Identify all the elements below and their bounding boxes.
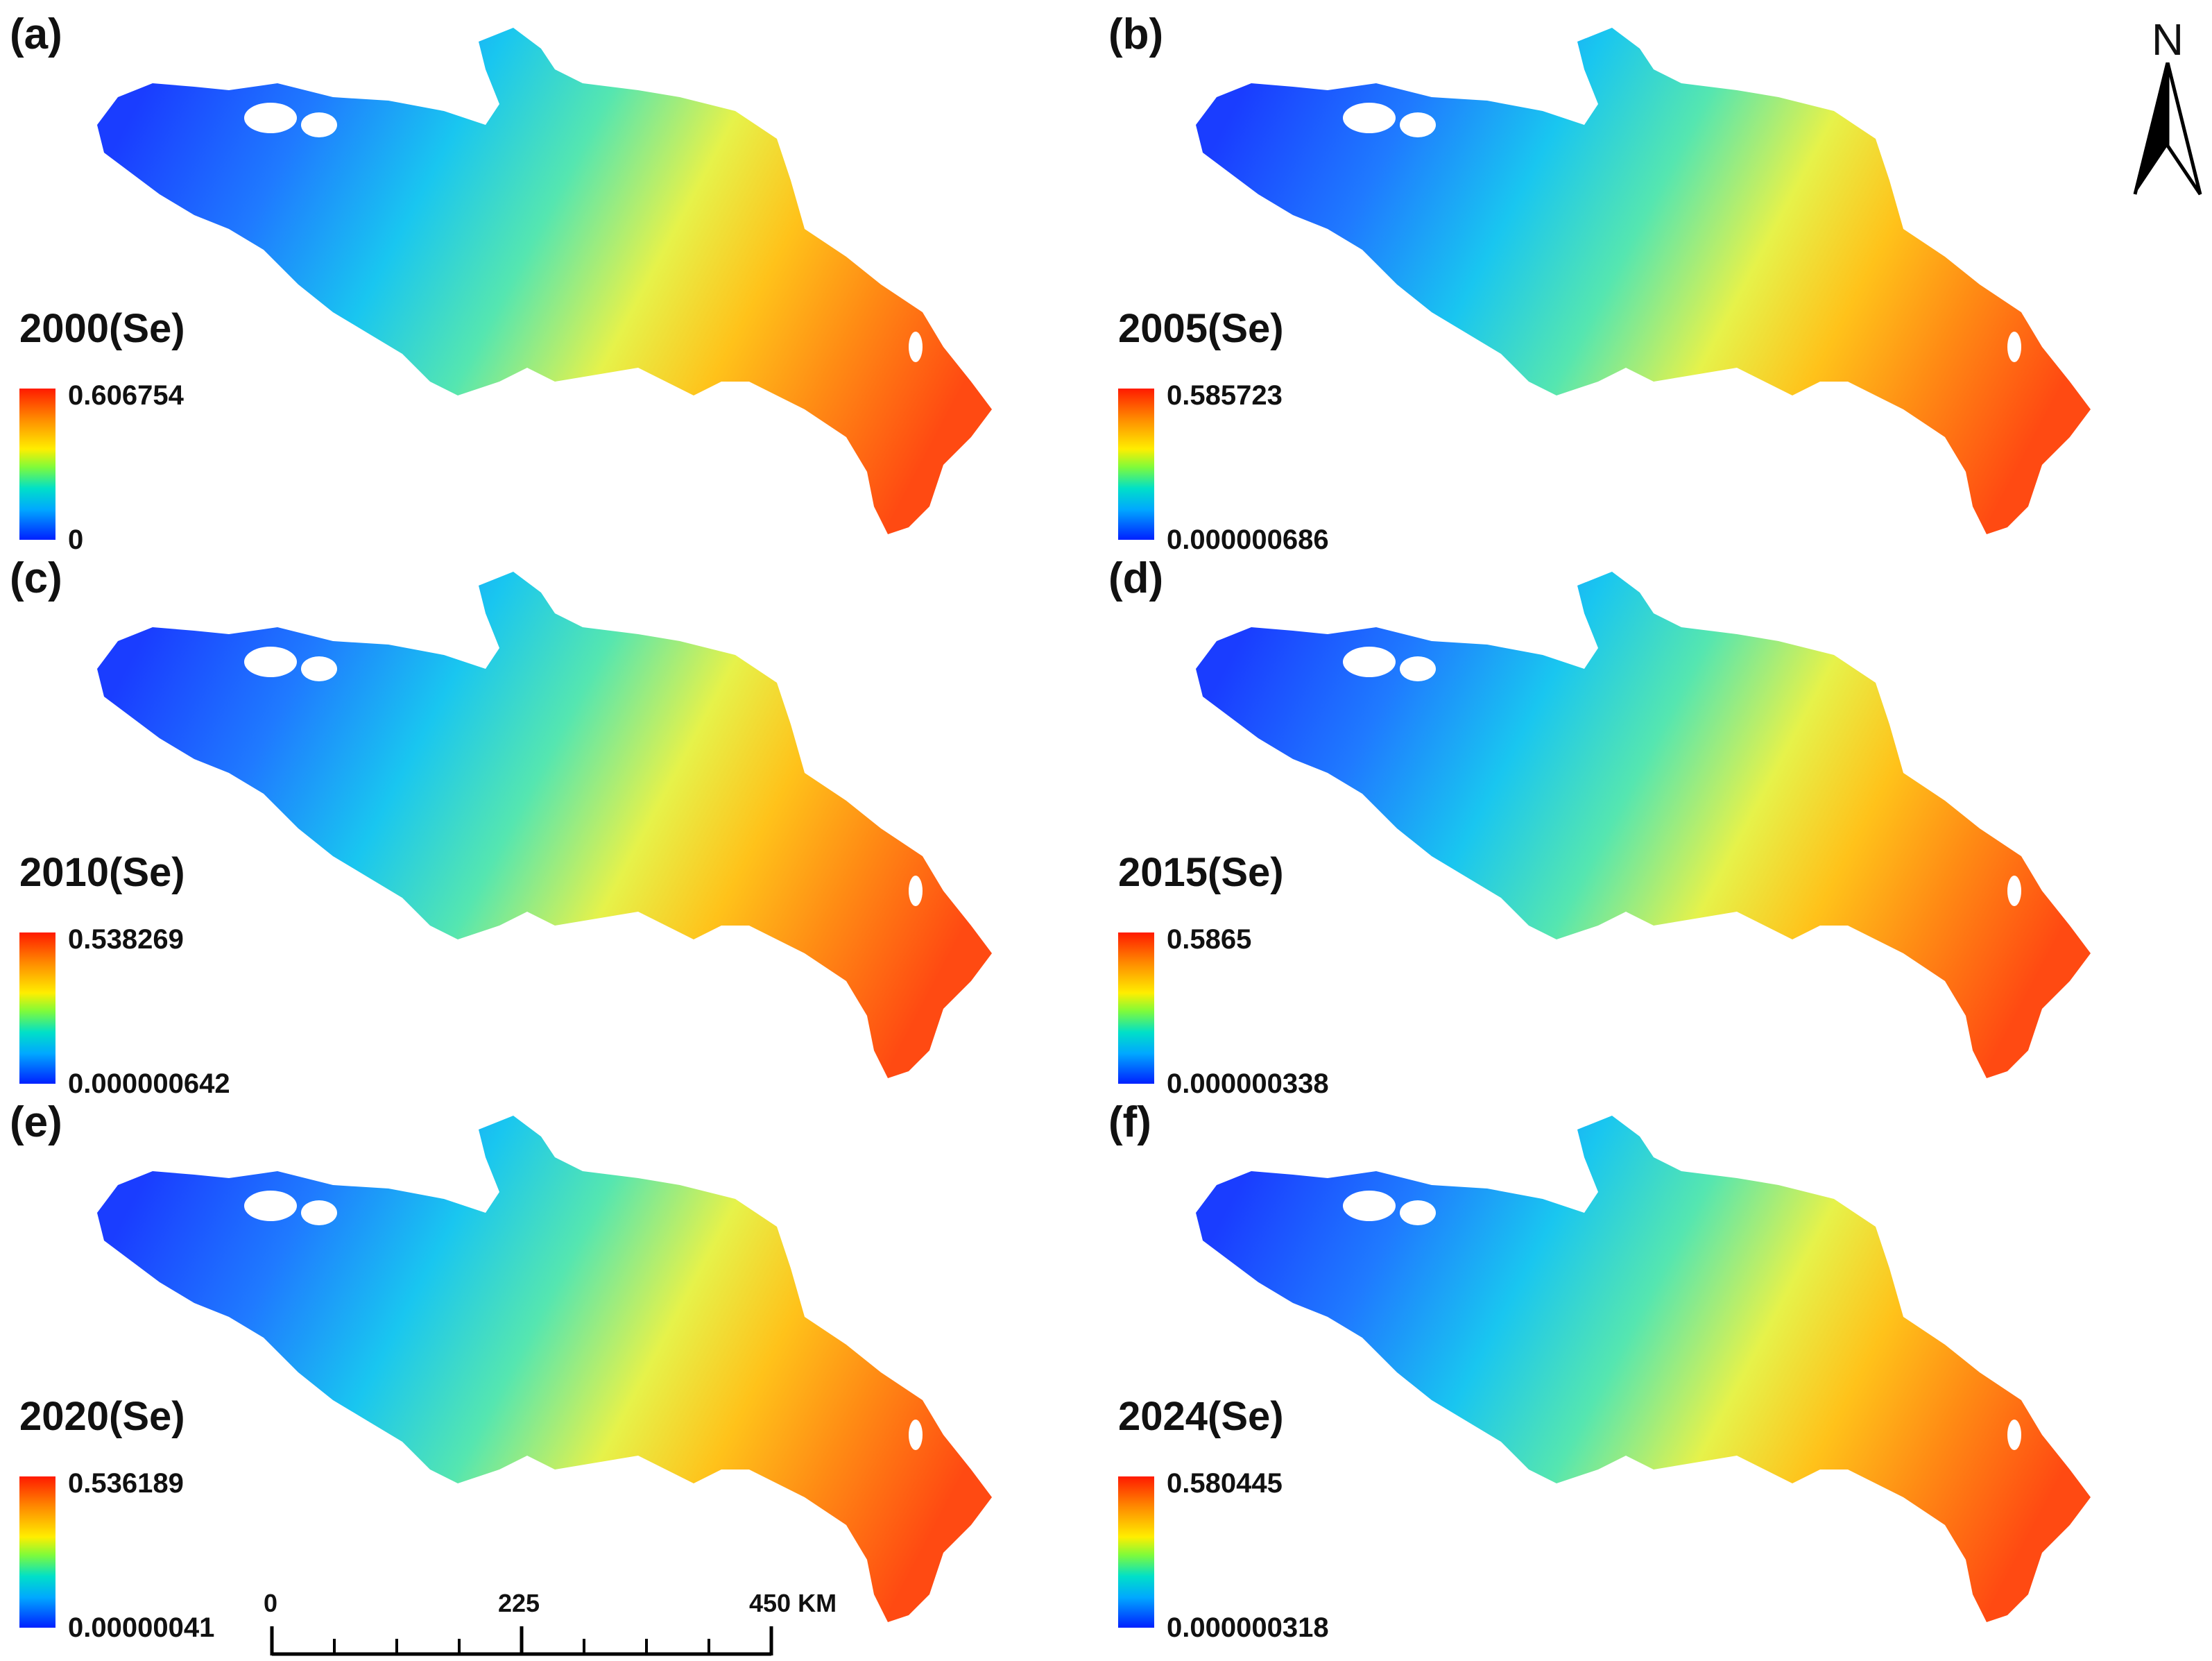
panel-letter: (f) [1108, 1098, 1151, 1146]
map-panel-b: (b) 2005(Se) 0.585723 0.000000686 [1099, 0, 2181, 555]
se-map [1196, 572, 2091, 1078]
map-title: 2000(Se) [19, 306, 185, 351]
no-data-area [301, 1200, 337, 1225]
scale-bar-ticks [270, 1626, 773, 1656]
color-ramp-legend [1118, 1476, 1154, 1628]
panel-letter: (e) [10, 1098, 62, 1146]
no-data-area [909, 876, 923, 906]
color-ramp-legend [1118, 932, 1154, 1084]
color-ramp-legend [19, 1476, 55, 1628]
map-title: 2015(Se) [1118, 850, 1284, 895]
no-data-area [1400, 656, 1436, 681]
map-title: 2005(Se) [1118, 306, 1284, 351]
map-panel-a: (a) 2000(Se) 0.606754 0 [0, 0, 1082, 555]
scale-bar: 0 225 450 KM [264, 1589, 860, 1658]
no-data-area [1400, 112, 1436, 137]
se-map [1196, 28, 2091, 534]
scale-bar-label-mid: 225 [498, 1589, 540, 1617]
legend-min-value: 0 [68, 525, 84, 555]
legend-min-value: 0.000000642 [68, 1068, 230, 1099]
legend-max-value: 0.585723 [1167, 380, 1283, 411]
legend-max-value: 0.538269 [68, 924, 184, 955]
no-data-area [1400, 1200, 1436, 1225]
legend-max-value: 0.580445 [1167, 1468, 1283, 1499]
map-panel-f: (f) 2024(Se) 0.580445 0.000000318 [1099, 1088, 2181, 1643]
map-panel-e: (e) 2020(Se) 0.536189 0.00000041 [0, 1088, 1082, 1643]
no-data-area [2007, 332, 2021, 362]
legend-min-value: 0.000000318 [1167, 1612, 1329, 1643]
legend-max-value: 0.536189 [68, 1468, 184, 1499]
no-data-area [244, 1191, 297, 1221]
study-area-raster [97, 1116, 992, 1622]
no-data-area [909, 332, 923, 362]
legend-min-value: 0.000000686 [1167, 525, 1329, 555]
no-data-area [301, 656, 337, 681]
panel-letter: (c) [10, 554, 62, 602]
no-data-area [244, 647, 297, 677]
panel-letter: (d) [1108, 554, 1164, 602]
study-area-raster [97, 572, 992, 1078]
study-area-raster [1196, 1116, 2091, 1622]
color-ramp-legend [19, 932, 55, 1084]
no-data-area [1343, 103, 1396, 133]
legend-min-value: 0.00000041 [68, 1612, 215, 1643]
se-map [97, 572, 992, 1078]
no-data-area [2007, 876, 2021, 906]
map-title: 2024(Se) [1118, 1394, 1284, 1439]
map-panel-d: (d) 2015(Se) 0.5865 0.000000338 [1099, 544, 2181, 1099]
map-title: 2020(Se) [19, 1394, 185, 1439]
study-area-raster [1196, 28, 2091, 534]
north-arrow-icon [2133, 62, 2202, 196]
se-map [1196, 1116, 2091, 1622]
north-letter: N [2151, 15, 2184, 65]
study-area-raster [1196, 572, 2091, 1078]
map-title: 2010(Se) [19, 850, 185, 895]
no-data-area [1343, 1191, 1396, 1221]
no-data-area [909, 1420, 923, 1450]
panel-letter: (b) [1108, 10, 1164, 58]
no-data-area [1343, 647, 1396, 677]
map-panel-c: (c) 2010(Se) 0.538269 0.000000642 [0, 544, 1082, 1099]
panel-letter: (a) [10, 10, 62, 58]
study-area-raster [97, 28, 992, 534]
no-data-area [244, 103, 297, 133]
legend-min-value: 0.000000338 [1167, 1068, 1329, 1099]
scale-bar-label-end: 450 KM [749, 1589, 837, 1617]
north-arrow: N [2129, 14, 2206, 196]
scale-bar-label-0: 0 [264, 1589, 278, 1617]
no-data-area [301, 112, 337, 137]
legend-max-value: 0.5865 [1167, 924, 1252, 955]
color-ramp-legend [19, 389, 55, 540]
no-data-area [2007, 1420, 2021, 1450]
se-map [97, 1116, 992, 1622]
legend-max-value: 0.606754 [68, 380, 184, 411]
color-ramp-legend [1118, 389, 1154, 540]
se-map [97, 28, 992, 534]
